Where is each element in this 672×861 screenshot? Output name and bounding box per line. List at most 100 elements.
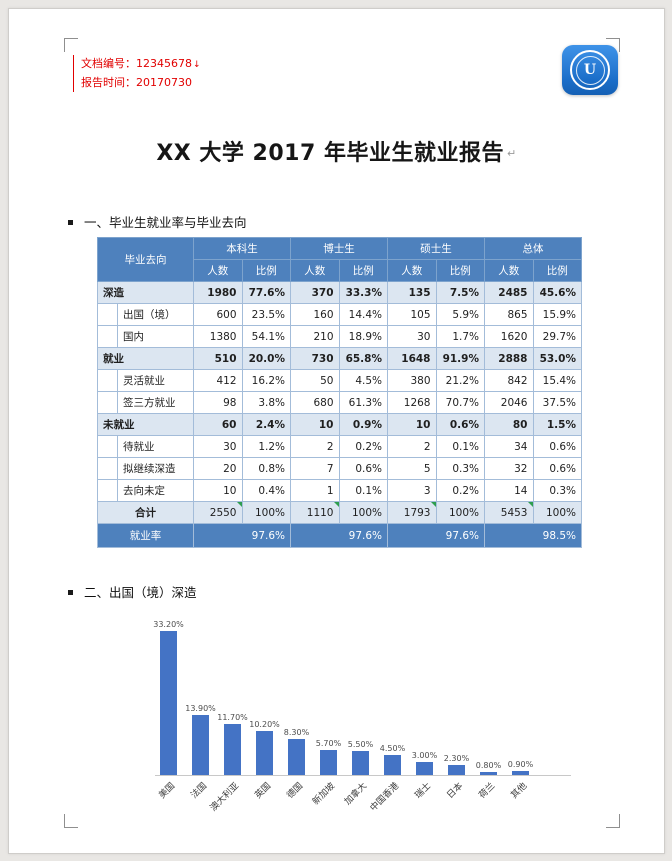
employment-rate-cell: 98.5% — [484, 523, 582, 548]
subheader-count: 人数 — [193, 259, 243, 282]
ratio-cell: 100% — [338, 501, 388, 524]
count-cell: 5453 — [484, 501, 534, 524]
count-cell: 32 — [484, 457, 534, 480]
ratio-cell: 14.4% — [338, 303, 388, 326]
count-cell: 380 — [387, 369, 437, 392]
count-cell: 10 — [193, 479, 243, 502]
ratio-cell: 100% — [241, 501, 291, 524]
row-label: 未就业 — [97, 413, 194, 436]
ratio-cell: 29.7% — [532, 325, 582, 348]
employment-rate-cell: 97.6% — [290, 523, 388, 548]
count-cell: 865 — [484, 303, 534, 326]
header-destination: 毕业去向 — [97, 237, 194, 282]
ratio-cell: 0.3% — [532, 479, 582, 502]
count-cell: 730 — [290, 347, 340, 370]
bar-value-label: 13.90% — [185, 704, 216, 713]
bar-value-label: 3.00% — [411, 751, 438, 760]
row-label: 签三方就业 — [117, 391, 194, 414]
ratio-cell: 0.6% — [532, 457, 582, 480]
count-cell: 1793 — [387, 501, 437, 524]
bar-category-label: 其他 — [509, 781, 530, 801]
margin-mark-bottom-right-icon — [606, 814, 620, 828]
bar — [480, 772, 497, 775]
row-label: 国内 — [117, 325, 194, 348]
count-cell: 14 — [484, 479, 534, 502]
indent-cell — [97, 457, 118, 480]
logo-letter: U — [583, 62, 597, 78]
employment-table: 毕业去向 本科生 博士生 硕士生 总体 人数 比例 人数 比例 人数 比例 人数… — [97, 237, 582, 548]
count-cell: 1268 — [387, 391, 437, 414]
ratio-cell: 61.3% — [338, 391, 388, 414]
ratio-cell: 23.5% — [241, 303, 291, 326]
bar — [288, 739, 305, 775]
count-cell: 3 — [387, 479, 437, 502]
ratio-cell: 2.4% — [241, 413, 291, 436]
green-flag-icon — [333, 502, 339, 507]
bar-column: 4.50% 中国香港 — [369, 615, 405, 814]
count-cell: 98 — [193, 391, 243, 414]
count-cell: 105 — [387, 303, 437, 326]
count-cell: 2046 — [484, 391, 534, 414]
count-cell: 5 — [387, 457, 437, 480]
bar-category-label: 日本 — [445, 781, 466, 801]
section2-heading: 二、出国（境）深造 — [68, 582, 197, 601]
employment-rate-cell: 97.6% — [387, 523, 485, 548]
table-row-sub: 拟继续深造 20 0.8% 7 0.6% 5 0.3% 32 0.6% — [97, 457, 582, 480]
row-label: 去向未定 — [117, 479, 194, 502]
bar-value-label: 5.70% — [315, 739, 342, 748]
bar-category-label: 中国香港 — [369, 781, 402, 814]
count-cell: 2 — [290, 435, 340, 458]
ratio-cell: 1.7% — [435, 325, 485, 348]
ratio-cell: 4.5% — [338, 369, 388, 392]
ratio-cell: 0.1% — [338, 479, 388, 502]
bar-category-label: 荷兰 — [477, 781, 498, 801]
bar-value-label: 11.70% — [217, 713, 248, 722]
table-subheader-row: 人数 比例 人数 比例 人数 比例 人数 比例 — [98, 259, 582, 282]
page-title-text: XX 大学 2017 年毕业生就业报告 — [156, 141, 504, 166]
indent-cell — [97, 303, 118, 326]
subheader-ratio: 比例 — [435, 259, 485, 282]
bar-value-label: 0.80% — [475, 761, 502, 770]
count-cell: 1980 — [193, 281, 243, 304]
bullet-icon — [68, 590, 73, 595]
count-cell: 135 — [387, 281, 437, 304]
count-cell: 34 — [484, 435, 534, 458]
count-cell: 210 — [290, 325, 340, 348]
count-cell: 1110 — [290, 501, 340, 524]
ratio-cell: 0.6% — [338, 457, 388, 480]
employment-rate-cell: 97.6% — [193, 523, 291, 548]
ratio-cell: 45.6% — [532, 281, 582, 304]
count-cell: 2485 — [484, 281, 534, 304]
header-doctoral: 博士生 — [290, 237, 388, 260]
ratio-cell: 3.8% — [241, 391, 291, 414]
margin-mark-bottom-left-icon — [64, 814, 78, 828]
subheader-ratio: 比例 — [338, 259, 388, 282]
count-cell: 10 — [290, 413, 340, 436]
ratio-cell: 0.1% — [435, 435, 485, 458]
count-cell: 680 — [290, 391, 340, 414]
bar-column: 10.20% 英国 — [249, 615, 280, 801]
ratio-cell: 77.6% — [241, 281, 291, 304]
subheader-count: 人数 — [484, 259, 534, 282]
ratio-cell: 70.7% — [435, 391, 485, 414]
margin-mark-top-left-icon — [64, 38, 78, 52]
bar-column: 2.30% 日本 — [444, 615, 469, 801]
table-row-category: 就业 510 20.0% 730 65.8% 1648 91.9% 2888 53.0% — [97, 347, 582, 370]
table-row-sub: 去向未定 10 0.4% 1 0.1% 3 0.2% 14 0.3% — [97, 479, 582, 502]
bar-value-label: 8.30% — [283, 728, 310, 737]
count-cell: 7 — [290, 457, 340, 480]
table-row-sub: 待就业 30 1.2% 2 0.2% 2 0.1% 34 0.6% — [97, 435, 582, 458]
count-cell: 2 — [387, 435, 437, 458]
count-cell: 20 — [193, 457, 243, 480]
indent-cell — [97, 479, 118, 502]
count-cell: 412 — [193, 369, 243, 392]
bar-value-label: 33.20% — [153, 620, 184, 629]
ratio-cell: 15.4% — [532, 369, 582, 392]
bar-category-label: 美国 — [157, 781, 178, 801]
logo-outer-ring: U — [570, 50, 610, 90]
ratio-cell: 33.3% — [338, 281, 388, 304]
report-date-text: 报告时间：20170730 — [81, 76, 192, 89]
chart-plot-area: 33.20% 美国 13.90% 法国 11.70% 澳大利亚 10.20% 英国 8.30% 德… — [153, 615, 571, 814]
row-label: 就业 — [97, 347, 194, 370]
